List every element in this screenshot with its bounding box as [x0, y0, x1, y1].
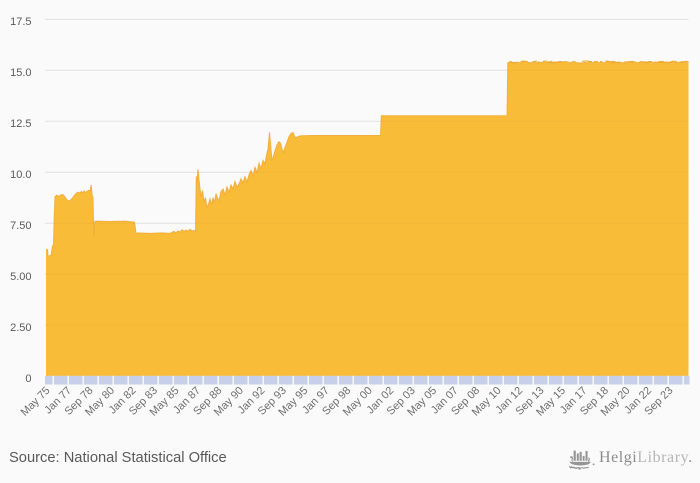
svg-text:5.00: 5.00 — [10, 271, 31, 283]
svg-text:0: 0 — [25, 373, 31, 385]
svg-text:7.50: 7.50 — [10, 220, 31, 232]
svg-text:12.5: 12.5 — [10, 118, 31, 130]
svg-text:10.0: 10.0 — [10, 169, 31, 181]
svg-text:2.50: 2.50 — [10, 322, 31, 334]
svg-text:15.0: 15.0 — [10, 67, 31, 79]
svg-text:17.5: 17.5 — [10, 16, 31, 28]
